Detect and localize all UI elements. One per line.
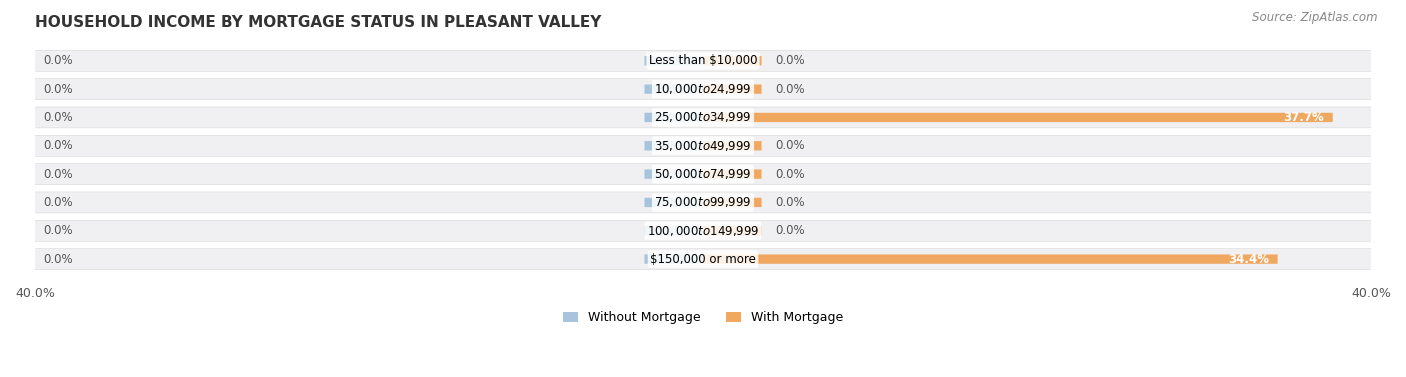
Text: $100,000 to $149,999: $100,000 to $149,999	[647, 224, 759, 238]
Text: 0.0%: 0.0%	[44, 54, 73, 67]
Text: Less than $10,000: Less than $10,000	[648, 54, 758, 67]
FancyBboxPatch shape	[644, 113, 703, 122]
Text: $150,000 or more: $150,000 or more	[650, 253, 756, 266]
FancyBboxPatch shape	[703, 169, 762, 179]
Legend: Without Mortgage, With Mortgage: Without Mortgage, With Mortgage	[558, 306, 848, 329]
Text: $25,000 to $34,999: $25,000 to $34,999	[654, 110, 752, 124]
FancyBboxPatch shape	[703, 84, 762, 94]
Text: 0.0%: 0.0%	[44, 139, 73, 152]
FancyBboxPatch shape	[703, 141, 762, 150]
Text: 0.0%: 0.0%	[775, 139, 804, 152]
FancyBboxPatch shape	[644, 169, 703, 179]
Text: 0.0%: 0.0%	[775, 54, 804, 67]
FancyBboxPatch shape	[644, 226, 703, 236]
Text: 0.0%: 0.0%	[775, 168, 804, 181]
Text: 0.0%: 0.0%	[44, 168, 73, 181]
Text: 0.0%: 0.0%	[775, 83, 804, 96]
Text: 0.0%: 0.0%	[775, 196, 804, 209]
FancyBboxPatch shape	[703, 226, 762, 236]
Text: Source: ZipAtlas.com: Source: ZipAtlas.com	[1253, 11, 1378, 24]
FancyBboxPatch shape	[35, 248, 1371, 270]
Text: $50,000 to $74,999: $50,000 to $74,999	[654, 167, 752, 181]
FancyBboxPatch shape	[703, 254, 1278, 264]
FancyBboxPatch shape	[644, 141, 703, 150]
FancyBboxPatch shape	[644, 254, 703, 264]
Text: 34.4%: 34.4%	[1229, 253, 1270, 266]
Text: 0.0%: 0.0%	[44, 196, 73, 209]
FancyBboxPatch shape	[644, 84, 703, 94]
FancyBboxPatch shape	[703, 56, 762, 66]
FancyBboxPatch shape	[35, 164, 1371, 185]
Text: $75,000 to $99,999: $75,000 to $99,999	[654, 195, 752, 210]
Text: 37.7%: 37.7%	[1284, 111, 1324, 124]
Text: $10,000 to $24,999: $10,000 to $24,999	[654, 82, 752, 96]
Text: 0.0%: 0.0%	[44, 83, 73, 96]
FancyBboxPatch shape	[35, 107, 1371, 128]
FancyBboxPatch shape	[35, 220, 1371, 241]
Text: 0.0%: 0.0%	[44, 111, 73, 124]
Text: $35,000 to $49,999: $35,000 to $49,999	[654, 139, 752, 153]
FancyBboxPatch shape	[35, 135, 1371, 156]
Text: HOUSEHOLD INCOME BY MORTGAGE STATUS IN PLEASANT VALLEY: HOUSEHOLD INCOME BY MORTGAGE STATUS IN P…	[35, 15, 602, 30]
Text: 0.0%: 0.0%	[44, 224, 73, 237]
FancyBboxPatch shape	[703, 113, 1333, 122]
FancyBboxPatch shape	[644, 56, 703, 66]
FancyBboxPatch shape	[35, 79, 1371, 100]
Text: 0.0%: 0.0%	[44, 253, 73, 266]
FancyBboxPatch shape	[644, 198, 703, 207]
Text: 0.0%: 0.0%	[775, 224, 804, 237]
FancyBboxPatch shape	[703, 198, 762, 207]
FancyBboxPatch shape	[35, 192, 1371, 213]
FancyBboxPatch shape	[35, 50, 1371, 71]
